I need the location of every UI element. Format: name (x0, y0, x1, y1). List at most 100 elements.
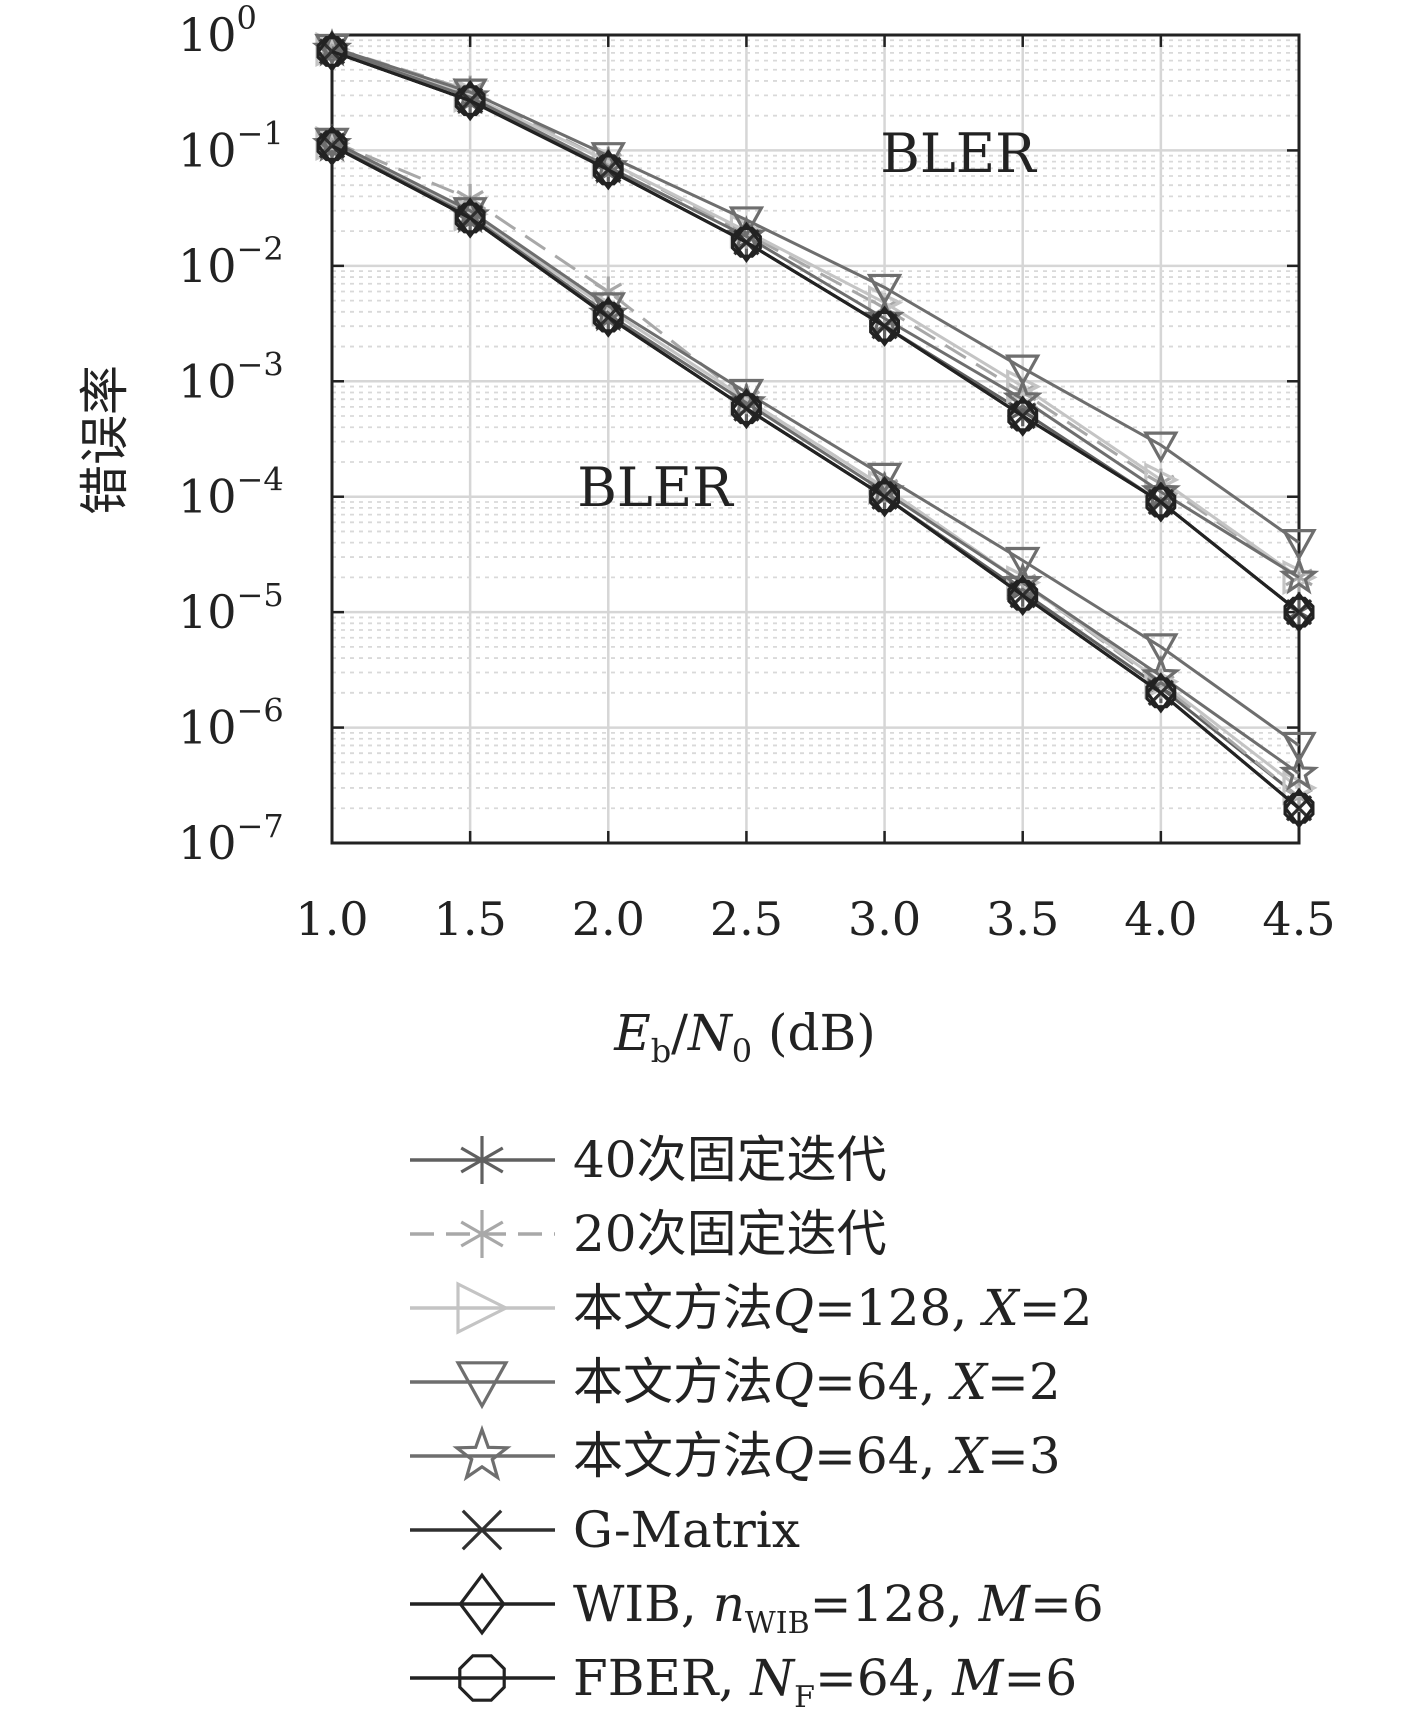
y-tick-label: 10−3 (178, 345, 284, 408)
plot-frame (330, 33, 1301, 845)
legend-item: 本文方法Q=64, X=2 (410, 1353, 1061, 1411)
data-point (316, 30, 348, 73)
x-axis-title: Eb/N0 (dB) (613, 1004, 876, 1070)
series-line (331, 47, 1300, 579)
legend-marker-star (452, 1424, 512, 1482)
data-point (1007, 579, 1039, 611)
data-point (1278, 556, 1320, 595)
series-line (331, 46, 1300, 579)
series-line (331, 50, 1300, 614)
series-4 (311, 28, 1320, 791)
data-point (869, 481, 901, 513)
series-line (331, 50, 1300, 614)
data-point (1143, 633, 1179, 666)
data-point (592, 154, 624, 186)
legend-marker-diamond (458, 1572, 506, 1636)
data-point (1002, 561, 1043, 600)
data-point (1004, 354, 1041, 387)
data-point (1140, 470, 1181, 510)
data-point (1283, 596, 1315, 628)
series-7 (316, 35, 1315, 824)
legend-item: FBER, NF=64, M=6 (410, 1649, 1077, 1715)
legend-item: G-Matrix (410, 1501, 800, 1559)
x-tick-label: 3.0 (848, 892, 921, 946)
data-point (1281, 731, 1317, 764)
grid (330, 33, 1301, 845)
y-axis-title: 错误率 (76, 365, 134, 515)
legend-label: 本文方法Q=64, X=2 (573, 1353, 1061, 1411)
data-point (866, 462, 903, 495)
series-line (331, 46, 1300, 544)
data-point (1007, 400, 1039, 432)
series-line (331, 142, 1300, 790)
data-point (1145, 486, 1177, 518)
series-line (331, 47, 1300, 579)
data-point (316, 124, 348, 167)
legend-item: 20次固定迭代 (410, 1205, 887, 1263)
x-axis-label: Eb/N0 (dB) (613, 1004, 876, 1070)
series-layer (311, 28, 1320, 829)
legend-marker-asterisk (460, 1210, 504, 1258)
y-axis-label: 错误率 (76, 365, 134, 515)
legend-label: G-Matrix (573, 1501, 800, 1559)
data-point (1143, 431, 1179, 464)
series-line (331, 144, 1300, 810)
annotation-label: BLER (577, 456, 734, 519)
x-tick-label: 1.0 (295, 892, 368, 946)
series-3 (314, 33, 1317, 764)
legend-item: 本文方法Q=128, X=2 (410, 1279, 1092, 1337)
data-point (316, 130, 348, 162)
data-point (1281, 529, 1317, 561)
data-point (454, 79, 486, 122)
axis-ticks: 1.0 1.5 2.0 2.5 3.0 3.5 4.0 4.5 100 10−1 10−2 10−3 1… (178, 0, 1336, 946)
data-point (1140, 654, 1181, 694)
series-line (331, 50, 1300, 614)
data-point (1283, 792, 1315, 824)
y-tick-label: 10−5 (178, 576, 284, 639)
y-tick-label: 10−6 (178, 692, 284, 755)
data-point (1278, 752, 1320, 791)
legend-marker-octagon (458, 1654, 506, 1702)
legend-item: 本文方法Q=64, X=3 (410, 1424, 1061, 1485)
legend-marker-asterisk (460, 1136, 504, 1184)
x-tick-label: 4.0 (1124, 892, 1197, 946)
y-tick-label: 10−1 (178, 114, 284, 177)
y-tick-label: 100 (178, 0, 257, 62)
data-point (454, 202, 486, 234)
x-tick-label: 4.5 (1262, 892, 1335, 946)
legend-marker-triangle-right (456, 1281, 510, 1335)
legend-label: FBER, NF=64, M=6 (573, 1649, 1077, 1715)
x-tick-label: 1.5 (434, 892, 507, 946)
x-tick-label: 3.5 (986, 892, 1059, 946)
legend-label: 本文方法Q=64, X=3 (573, 1427, 1061, 1485)
series-line (331, 144, 1300, 810)
data-point (869, 310, 901, 342)
data-point (728, 378, 765, 411)
y-tick-label: 10−4 (178, 461, 284, 524)
annotation-label: BLER (880, 122, 1037, 185)
legend-marker-x (461, 1509, 503, 1551)
data-point (730, 226, 762, 258)
data-point (592, 301, 624, 333)
data-point (728, 206, 765, 239)
x-tick-label: 2.5 (710, 892, 783, 946)
x-tick-label: 2.0 (572, 892, 645, 946)
legend-label: 本文方法Q=128, X=2 (573, 1279, 1092, 1337)
data-point (866, 273, 903, 306)
data-point (316, 35, 348, 67)
y-tick-label: 10−2 (178, 230, 284, 293)
legend-label: 40次固定迭代 (573, 1131, 887, 1189)
legend-item: 40次固定迭代 (410, 1131, 887, 1189)
legend-label: 20次固定迭代 (573, 1205, 887, 1263)
y-tick-label: 10−7 (178, 807, 284, 870)
legend-item: WIB, nWIB=128, M=6 (410, 1572, 1104, 1641)
legend-marker-triangle-down (455, 1361, 509, 1410)
data-point (454, 85, 486, 117)
series-line (331, 144, 1300, 810)
data-point (1145, 677, 1177, 709)
series-line (331, 139, 1300, 747)
annotations: BLER BLER (577, 122, 1037, 519)
series-line (331, 143, 1300, 775)
